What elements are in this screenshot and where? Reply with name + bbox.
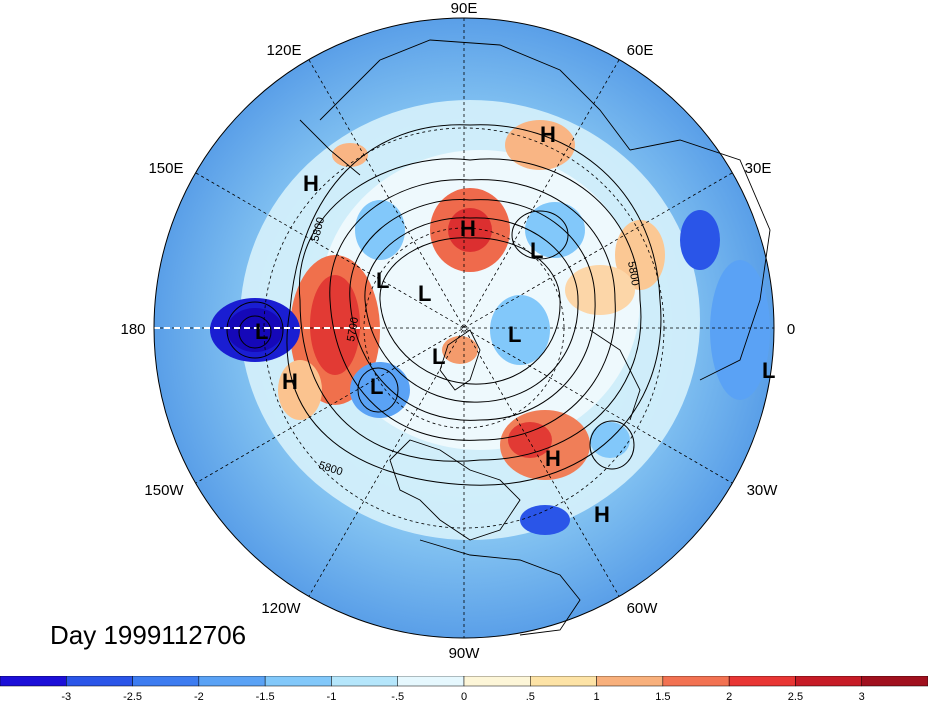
low-center: L	[370, 374, 383, 399]
colorbar-box	[728, 676, 796, 687]
colorbar: -3 -2.5 -2 -1.5 -1 -.5 0 .5 1 1.5 2 2.5 3	[0, 676, 928, 702]
lon-label-90e: 90E	[451, 0, 478, 17]
lon-label-150w: 150W	[144, 482, 184, 499]
colorbar-box	[198, 676, 266, 687]
low-center: L	[418, 281, 431, 306]
colorbar-box	[132, 676, 200, 687]
lon-label-60w: 60W	[627, 600, 659, 617]
lon-label-30e: 30E	[745, 160, 772, 177]
longitude-labels: 90E 60E 30E 0 30W 60W 90W 120W 150W 180 …	[120, 0, 795, 662]
polar-map: 90E 60E 30E 0 30W 60W 90W 120W 150W 180 …	[120, 0, 795, 662]
high-center: H	[545, 446, 561, 471]
contour-labels: 5800 5800 5700 5800	[309, 216, 641, 478]
colorbar-tick-label: .5	[526, 691, 535, 702]
high-center: H	[303, 171, 319, 196]
low-center: L	[255, 319, 268, 344]
lon-label-30w: 30W	[747, 482, 779, 499]
colorbar-box	[662, 676, 730, 687]
coastlines	[299, 39, 771, 636]
lon-label-60e: 60E	[627, 42, 654, 59]
lon-label-120w: 120W	[261, 600, 301, 617]
colorbar-box	[397, 676, 465, 687]
colorbar-box	[861, 676, 928, 687]
high-center: H	[282, 369, 298, 394]
colorbar-tick-label: -2	[194, 691, 204, 702]
low-center: L	[762, 358, 775, 383]
lon-label-120e: 120E	[266, 42, 301, 59]
lon-label-180: 180	[120, 321, 145, 338]
colorbar-box	[66, 676, 133, 687]
lon-label-150e: 150E	[148, 160, 183, 177]
colorbar-tick-label: 1	[594, 691, 600, 702]
anomaly-field	[154, 18, 774, 638]
colorbar-tick-label: -.5	[391, 691, 404, 702]
colorbar-box	[463, 676, 531, 687]
colorbar-box	[596, 676, 664, 687]
lon-label-0: 0	[787, 321, 795, 338]
high-center: H	[540, 122, 556, 147]
colorbar-tick-label: -1.5	[256, 691, 275, 702]
colorbar-tick-label: 1.5	[655, 691, 670, 702]
colorbar-box	[530, 676, 597, 687]
pressure-centers: H H H H H H L L L L L L L L	[255, 122, 775, 527]
colorbar-box	[0, 676, 67, 687]
day-title: Day 1999112706	[50, 620, 247, 650]
low-center: L	[432, 344, 445, 369]
low-center: L	[530, 238, 543, 263]
globe-edge	[153, 17, 775, 639]
height-contours	[226, 124, 662, 486]
colorbar-box	[795, 676, 862, 687]
colorbar-tick-label: -1	[327, 691, 337, 702]
colorbar-tick-label: 2.5	[788, 691, 803, 702]
colorbar-tick-label: 3	[859, 691, 865, 702]
colorbar-boxes	[0, 676, 928, 687]
contour-label: 5800	[625, 260, 641, 286]
colorbar-tick-label: 0	[461, 691, 467, 702]
colorbar-tick-label: -2.5	[123, 691, 142, 702]
colorbar-tick-label: -3	[61, 691, 71, 702]
colorbar-box	[331, 676, 398, 687]
colorbar-tick-label: 2	[726, 691, 732, 702]
lon-label-90w: 90W	[449, 645, 481, 662]
low-center: L	[508, 322, 521, 347]
high-center: H	[460, 216, 476, 241]
contour-label: 5700	[345, 316, 361, 342]
high-center: H	[594, 502, 610, 527]
colorbar-box	[264, 676, 332, 687]
low-center: L	[376, 268, 389, 293]
colorbar-ticks: -3 -2.5 -2 -1.5 -1 -.5 0 .5 1 1.5 2 2.5 3	[61, 691, 864, 702]
